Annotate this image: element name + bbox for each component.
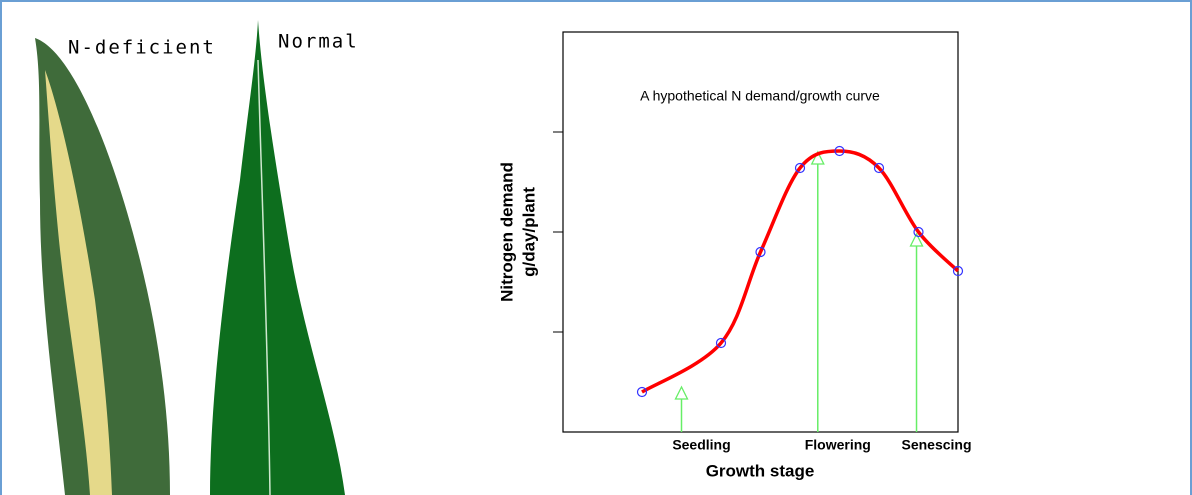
data-point [636, 386, 648, 398]
data-point [834, 145, 845, 157]
data-point [873, 162, 885, 174]
leaf-normal [210, 20, 345, 495]
data-point [794, 162, 806, 174]
arrow-head [909, 232, 924, 247]
leaf-chlorosis [45, 70, 112, 495]
data-point [755, 246, 766, 258]
leaf-vein [257, 59, 271, 495]
leaf-label: Normal [278, 31, 359, 53]
leaf-label: N-deficient [68, 37, 216, 59]
arrow-head [674, 385, 689, 400]
arrow-head [810, 150, 825, 165]
leaf-deficient [35, 38, 170, 495]
y-axis-title: g/day/plant [519, 187, 538, 277]
chart-title: A hypothetical N demand/growth curve [640, 88, 880, 104]
annotation-label: Senescing [902, 437, 972, 453]
leaves: N-deficient Normal [35, 20, 359, 495]
series-line [641, 149, 960, 394]
annotation-label: Seedling [672, 437, 730, 453]
y-axis-title: Nitrogen demand [497, 162, 516, 302]
x-axis-title: Growth stage [706, 461, 815, 480]
data-point [715, 337, 727, 349]
data-point [913, 226, 924, 238]
annotation-label: Flowering [805, 437, 871, 453]
data-point [952, 265, 964, 277]
